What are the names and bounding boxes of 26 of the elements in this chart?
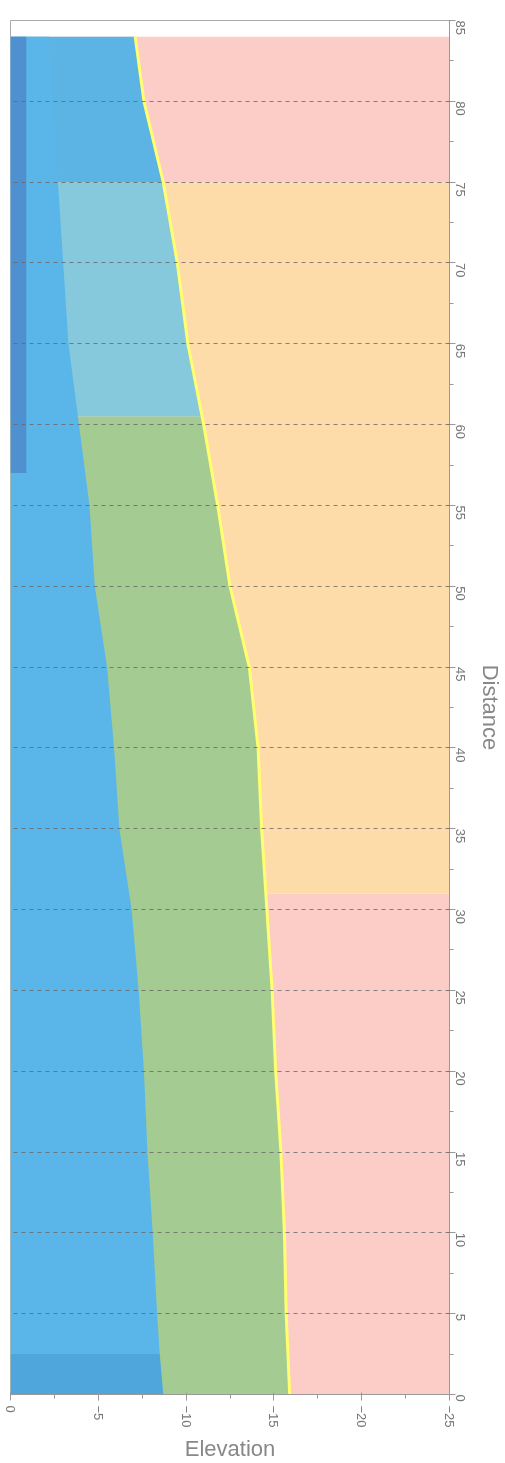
y-tick-label: 10: [453, 1232, 468, 1248]
y-tick-label: 20: [453, 1071, 468, 1086]
y-tick-label: 45: [453, 667, 468, 682]
x-tick-label: −10: [178, 1405, 194, 1428]
y-tick-label: 0: [453, 1394, 468, 1402]
y-tick-label: 25: [453, 990, 468, 1005]
x-tick-label: −20: [354, 1405, 370, 1428]
y-tick-label: 15: [453, 1152, 468, 1167]
x-tick-label: 0: [3, 1405, 18, 1413]
y-tick-label: 40: [453, 747, 468, 763]
y-tick-label: 35: [453, 828, 468, 844]
y-tick-label: 65: [453, 343, 468, 359]
y-tick-label: 85: [453, 20, 468, 35]
x-tick-label: −25: [442, 1405, 457, 1428]
y-tick-label: 30: [453, 909, 468, 925]
y-tick-label: 60: [453, 424, 468, 440]
y-tick-label: 75: [453, 182, 468, 197]
y-tick-label: 55: [453, 505, 468, 520]
x-axis-title: Elevation: [184, 1435, 276, 1461]
x-tick-label: −15: [266, 1405, 282, 1428]
x-tick-label: −5: [90, 1405, 106, 1421]
y-tick-label: 80: [453, 101, 468, 116]
y-tick-label: 50: [453, 586, 468, 601]
y-tick-label: 70: [453, 262, 468, 278]
y-tick-label: 5: [453, 1313, 468, 1321]
y-axis-title: Distance: [477, 664, 503, 751]
